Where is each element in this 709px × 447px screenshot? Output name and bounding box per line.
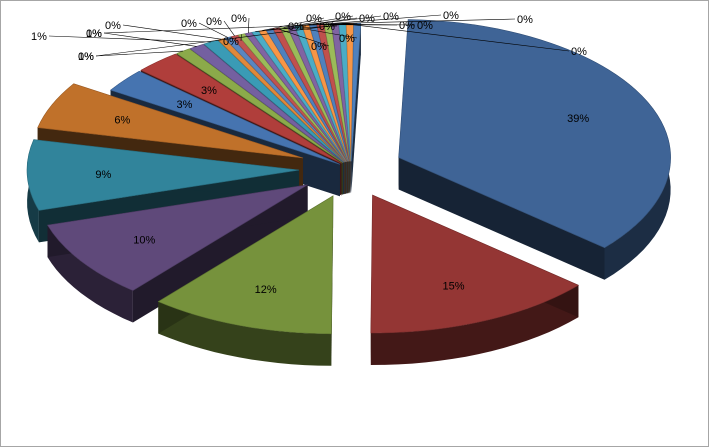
pie-slice-side	[370, 285, 579, 365]
data-label-5: 9%	[95, 169, 111, 181]
leader-line-23	[298, 17, 358, 27]
pie-slice-7	[109, 70, 341, 165]
data-label-18: 0%	[306, 13, 322, 25]
leader-line-12	[122, 24, 222, 40]
data-label-4: 10%	[133, 235, 155, 247]
leader-line-31	[103, 23, 358, 34]
data-label-9: 1%	[78, 51, 94, 63]
data-label-27: 0%	[443, 10, 459, 22]
leader-line-30	[95, 23, 350, 57]
data-label-3: 12%	[255, 284, 277, 296]
pie-slice-side	[47, 225, 133, 323]
pie-slice-1	[398, 19, 671, 249]
leader-line-11	[48, 35, 211, 43]
data-label-11: 1%	[31, 31, 47, 43]
data-label-13: 0%	[181, 18, 197, 30]
data-label-17: 0%	[288, 21, 304, 33]
data-label-20: 0%	[311, 41, 327, 53]
data-label-6: 6%	[114, 115, 130, 127]
pie-slice-2	[370, 194, 580, 334]
pie-slice-16	[244, 32, 347, 162]
data-label-28: 0%	[517, 14, 533, 26]
data-label-26: 0%	[417, 20, 433, 32]
data-label-29: 0%	[571, 46, 587, 58]
pie-slice-wall	[351, 23, 361, 194]
data-label-10: 1%	[86, 28, 102, 40]
pie-slice-6	[37, 83, 304, 159]
data-label-14: 0%	[206, 16, 222, 28]
data-label-19: 0%	[319, 21, 335, 33]
pie-slice-15	[237, 33, 346, 163]
pie-slice-8	[140, 53, 342, 164]
pie-top-layer	[26, 19, 671, 335]
data-label-8: 3%	[201, 85, 217, 97]
data-label-21: 0%	[335, 11, 351, 23]
leader-lines	[48, 14, 570, 57]
pie-slice-wall	[398, 157, 605, 280]
data-label-1: 39%	[567, 113, 589, 125]
pie-slice-4	[47, 184, 308, 291]
data-label-7: 3%	[177, 99, 193, 111]
data-label-22: 0%	[339, 33, 355, 45]
pie-slice-3	[157, 195, 334, 335]
data-label-31: 0%	[86, 28, 102, 40]
leader-line-9	[95, 50, 184, 57]
leader-line-13	[198, 22, 229, 38]
leader-line-29	[342, 23, 570, 52]
leader-line-27	[327, 14, 442, 25]
data-label-24: 0%	[383, 11, 399, 23]
data-label-30: 0%	[78, 51, 94, 63]
data-labels: 39%15%12%10%9%6%3%3%1%1%1%0% 0% 0%0%0%0%0%…	[31, 10, 589, 296]
data-label-15: 0%	[223, 36, 239, 48]
leader-line-20	[276, 28, 330, 47]
data-label-2: 15%	[442, 281, 464, 293]
leader-line-22	[290, 26, 358, 39]
leader-line-16	[248, 17, 250, 34]
data-label-25: 0%	[399, 20, 415, 32]
leader-line-18	[262, 17, 325, 31]
leader-line-28	[334, 18, 516, 24]
pie-slice-side	[158, 301, 332, 366]
pie-slice-5	[26, 139, 300, 211]
data-label-12: 0%	[105, 20, 121, 32]
leader-line-24	[305, 15, 382, 26]
data-label-16: 0%	[231, 13, 247, 25]
data-label-23: 0%	[359, 13, 375, 25]
